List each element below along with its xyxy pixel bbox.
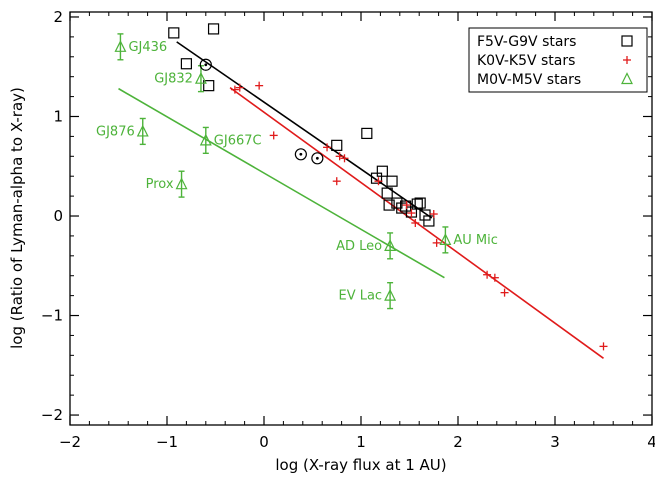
g-star-point (168, 27, 180, 39)
x-tick-label: 0 (259, 433, 269, 451)
k-star-point (500, 288, 509, 297)
g-star-point (411, 198, 423, 210)
k-star-point (402, 201, 411, 210)
legend-label-g: F5V-G9V stars (477, 34, 576, 50)
star-label: GJ667C (214, 133, 262, 148)
triangle-marker (136, 124, 149, 137)
m-star-point: Prox (146, 170, 188, 198)
y-tick-label: −2 (41, 406, 63, 424)
k-star-point (432, 238, 441, 247)
legend-label-k: K0V-K5V stars (477, 53, 575, 69)
y-axis-title: log (Ratio of Lyman-alpha to X-ray) (8, 87, 26, 349)
k-star-point (483, 270, 492, 279)
sun-dot (315, 156, 319, 160)
legend-marker-g (621, 35, 633, 47)
g-star-point (361, 127, 373, 140)
x-tick-label: −1 (156, 433, 178, 451)
g-star-point (414, 197, 426, 209)
k-star-point (340, 154, 349, 163)
g-star-point (180, 58, 192, 70)
tick-labels: −2 −1 0 1 2 3 4 −2 −1 0 1 2 (41, 8, 655, 451)
legend-marker-m (621, 72, 633, 85)
k-star-point (411, 218, 420, 227)
triangle-marker (439, 233, 452, 245)
g-star-point (203, 80, 215, 92)
star-label: AU Mic (453, 233, 498, 248)
axis-ticks (69, 12, 653, 425)
fit-line-g (176, 41, 433, 219)
star-label: GJ436 (128, 40, 167, 55)
sun-ring (294, 148, 307, 161)
x-tick-label: 1 (356, 433, 366, 451)
sun-dot (299, 152, 303, 156)
g-star-point (405, 206, 418, 218)
g-star-point (207, 23, 220, 35)
k-star-point (323, 143, 332, 152)
m-star-point: EV Lac (338, 281, 397, 310)
g-star-point (376, 165, 388, 177)
k-star-point (269, 131, 278, 140)
star-label: GJ832 (154, 72, 193, 87)
star-label: Prox (146, 177, 174, 192)
sun-dot (204, 63, 208, 67)
triangle-marker (384, 288, 397, 301)
legend-label-m: M0V-M5V stars (477, 72, 581, 88)
triangle-marker (175, 177, 188, 190)
m-star-point: GJ876 (96, 117, 149, 146)
data-points: GJ436 GJ832 GJ876 GJ667C Prox AD Leo AU Mic EV … (96, 23, 608, 351)
x-tick-label: 2 (453, 433, 463, 451)
k-star-point (490, 273, 499, 282)
x-axis-title: log (X-ray flux at 1 AU) (275, 456, 446, 474)
triangle-marker (114, 39, 127, 52)
g-star-point (381, 187, 393, 199)
y-tick-label: −1 (41, 307, 63, 325)
sun-ring (199, 58, 212, 71)
y-tick-label: 1 (53, 107, 63, 125)
m-star-point: GJ667C (199, 126, 262, 155)
star-label: AD Leo (336, 239, 382, 254)
y-tick-label: 2 (53, 8, 63, 26)
k-star-point (374, 177, 383, 186)
g-star-point (400, 200, 412, 212)
k-star-point (255, 81, 264, 90)
x-tick-label: 4 (647, 433, 655, 451)
m-star-point: AD Leo (336, 232, 397, 260)
g-star-point (383, 199, 395, 211)
triangle-marker (194, 71, 207, 84)
sun-point (311, 152, 324, 165)
triangle-marker (384, 239, 397, 251)
x-tick-label: −2 (59, 433, 81, 451)
k-star-point (230, 85, 239, 94)
g-star-point (386, 175, 398, 187)
sun-ring (311, 152, 324, 165)
star-label: EV Lac (338, 289, 382, 304)
k-star-point (407, 209, 416, 218)
g-star-point (419, 209, 431, 221)
m-star-point: GJ436 (114, 33, 167, 61)
k-star-point (599, 342, 608, 351)
sun-point (199, 58, 212, 71)
m-star-point: GJ832 (154, 65, 207, 93)
g-star-point (370, 172, 383, 184)
m-star-point: AU Mic (439, 226, 498, 254)
triangle-marker (199, 133, 212, 146)
k-star-point (335, 152, 344, 161)
k-star-point (429, 210, 438, 219)
legend-box (468, 27, 648, 93)
g-star-point (331, 139, 343, 151)
legend: F5V-G9V stars K0V-K5V stars M0V-M5V star… (468, 27, 648, 93)
g-star-point (423, 215, 435, 227)
y-tick-label: 0 (53, 207, 63, 225)
k-star-point (332, 177, 341, 186)
k-star-point (235, 83, 244, 92)
star-label: GJ876 (96, 124, 135, 139)
sun-point (294, 148, 307, 161)
x-tick-label: 3 (550, 433, 560, 451)
legend-marker-k (623, 56, 631, 64)
